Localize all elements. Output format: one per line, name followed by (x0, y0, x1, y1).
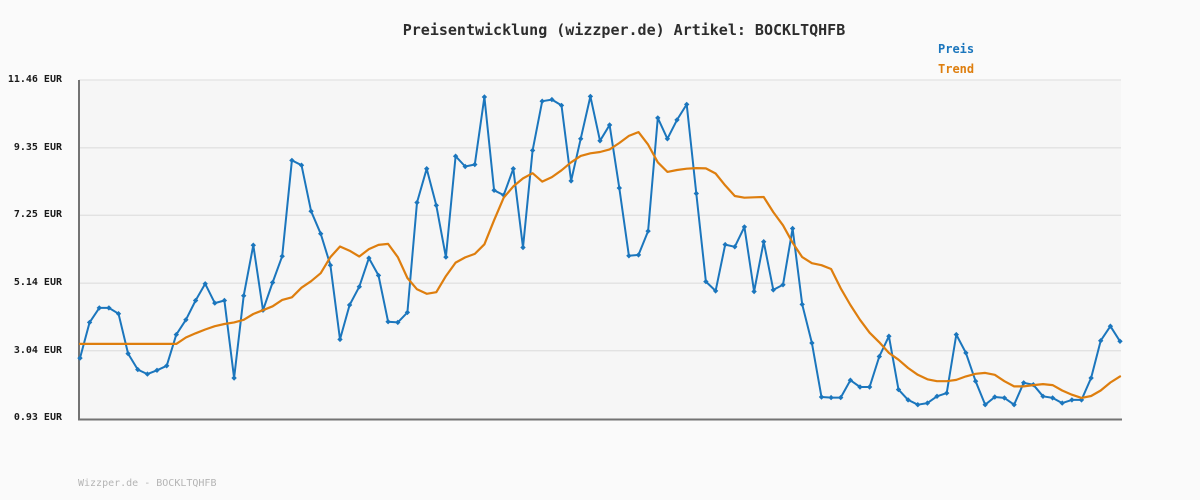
x-axis-spine (78, 418, 1122, 421)
y-tick-label: 11.46 EUR (7, 74, 62, 85)
y-axis-labels: 11.46 EUR 9.35 EUR 7.25 EUR 5.14 EUR 3.0… (0, 0, 62, 500)
y-tick-label: 9.35 EUR (13, 142, 62, 153)
trend-line (78, 131, 1122, 399)
chart-title: Preisentwicklung (wizzper.de) Artikel: B… (402, 21, 846, 39)
y-tick-label: 5.14 EUR (13, 277, 62, 288)
legend-item-preis: Preis (938, 42, 975, 56)
legend: Preis Trend (938, 39, 974, 79)
y-axis-spine (78, 80, 80, 421)
y-tick-label: 0.93 EUR (13, 412, 62, 423)
y-tick-label: 3.04 EUR (13, 345, 62, 356)
watermark-text: Wizzper.de - BOCKLTQHFB (78, 478, 217, 489)
y-tick-label: 7.25 EUR (13, 209, 62, 220)
legend-item-trend: Trend (938, 62, 975, 76)
